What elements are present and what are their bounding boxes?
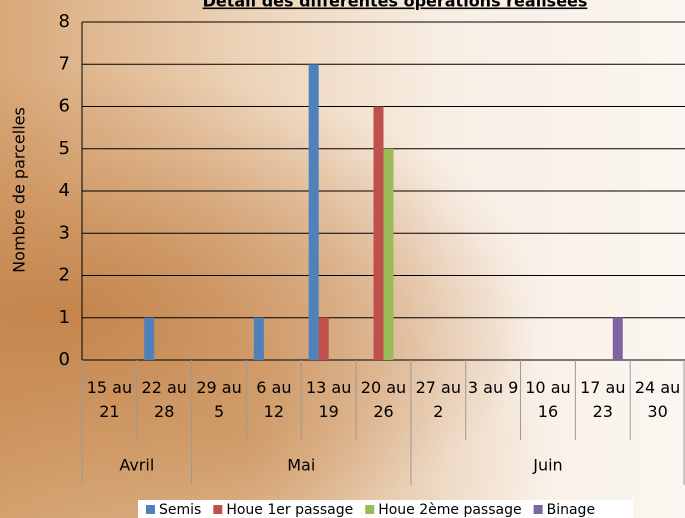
group-label: Mai [287, 456, 315, 475]
x-tick-label: 6 au 12 [247, 376, 301, 424]
legend-swatch [146, 505, 155, 514]
x-tick-label: 3 au 9 [466, 376, 520, 400]
y-tick-label: 4 [59, 180, 70, 201]
group-label: Juin [532, 456, 562, 475]
y-tick-label: 8 [59, 11, 70, 32]
legend-swatch [534, 505, 543, 514]
y-tick-label: 6 [59, 96, 70, 117]
y-tick-label: 0 [59, 349, 70, 370]
bar [309, 64, 319, 360]
bar [319, 318, 329, 360]
bar [144, 318, 154, 360]
legend-label: Semis [159, 502, 201, 518]
page: {"chart_data": {"type": "bar", "title": … [0, 0, 685, 518]
chart-title: Détail des différentes opérations réalis… [203, 0, 588, 11]
bar [374, 107, 384, 361]
x-tick-label: 17 au 23 [576, 376, 630, 424]
legend-swatch [213, 505, 222, 514]
x-tick-label: 24 au 30 [631, 376, 685, 424]
x-tick-label: 10 au 16 [521, 376, 575, 424]
x-tick-label: 29 au 5 [192, 376, 246, 424]
bar [384, 149, 394, 360]
x-tick-label: 20 au 26 [357, 376, 411, 424]
bar [254, 318, 264, 360]
legend-label: Houe 2ème passage [378, 502, 521, 518]
y-tick-label: 5 [59, 138, 70, 159]
y-tick-label: 1 [59, 307, 70, 328]
group-label: Avril [119, 456, 154, 475]
bar [613, 318, 623, 360]
x-tick-label: 13 au 19 [302, 376, 356, 424]
y-axis-title: Nombre de parcelles [10, 107, 29, 273]
x-tick-label: 27 au 2 [411, 376, 465, 424]
legend-label: Houe 1er passage [226, 502, 353, 518]
x-tick-label: 15 au 21 [82, 376, 136, 424]
chart: Détail des différentes opérations réalis… [0, 0, 685, 518]
legend-swatch [365, 505, 374, 514]
y-tick-label: 3 [59, 222, 70, 243]
y-tick-label: 2 [59, 265, 70, 286]
y-tick-label: 7 [59, 53, 70, 74]
x-tick-label: 22 au 28 [137, 376, 191, 424]
legend-label: Binage [547, 502, 595, 518]
